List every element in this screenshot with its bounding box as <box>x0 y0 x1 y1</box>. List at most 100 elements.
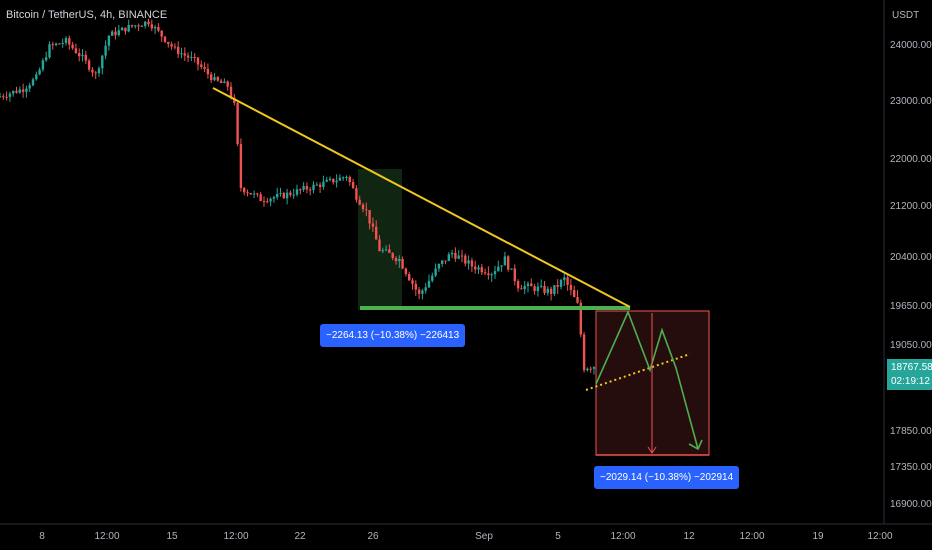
candle-body <box>15 90 18 93</box>
candle-body <box>427 280 431 288</box>
candle-body <box>480 267 483 273</box>
candle-body <box>0 96 2 98</box>
candle-body <box>84 54 87 61</box>
candle-body <box>454 252 457 259</box>
y-tick-label: 21200.00 <box>890 201 932 212</box>
candle-body <box>117 30 120 36</box>
candle-body <box>74 48 78 54</box>
candle-body <box>460 255 464 257</box>
y-tick-label: 23000.00 <box>890 96 932 107</box>
candle-body <box>259 194 262 202</box>
candle-body <box>487 273 490 276</box>
x-tick-label: 26 <box>367 531 379 542</box>
candle-body <box>137 25 140 27</box>
candle-body <box>173 46 177 48</box>
bar-countdown: 02:19:12 <box>887 373 932 390</box>
candle-body <box>54 43 58 45</box>
candle-body <box>520 288 523 290</box>
measure-label-right: −2029.14 (−10.38%) −202914 <box>594 466 740 489</box>
candle-body <box>186 55 190 58</box>
candle-body <box>328 178 332 180</box>
candle-body <box>51 44 54 46</box>
x-tick-label: 12:00 <box>867 531 892 542</box>
candle-body <box>97 68 101 74</box>
candle-body <box>332 178 335 183</box>
candle-body <box>167 41 170 44</box>
candle-body <box>497 266 500 272</box>
candle-body <box>216 77 219 81</box>
x-tick-label: 8 <box>39 531 45 542</box>
candle-body <box>375 226 378 240</box>
x-tick-label: 15 <box>166 531 178 542</box>
y-tick-label: 19050.00 <box>890 340 932 351</box>
candle-body <box>58 43 61 45</box>
candle-body <box>153 26 157 29</box>
x-tick-label: 12:00 <box>223 531 248 542</box>
candle-body <box>398 259 401 262</box>
candle-body <box>285 192 289 199</box>
x-tick-label: 5 <box>555 531 561 542</box>
candle-body <box>282 193 285 199</box>
candle-body <box>104 45 107 56</box>
currency-unit: USDT <box>892 10 920 21</box>
candle-body <box>361 204 365 210</box>
candle-body <box>431 275 434 281</box>
candle-body <box>421 290 424 294</box>
candle-body <box>358 199 361 205</box>
candle-body <box>576 297 579 303</box>
candle-body <box>533 286 536 292</box>
candle-body <box>91 69 94 73</box>
candle-body <box>78 53 81 57</box>
candle-body <box>190 57 193 59</box>
target-arrowhead <box>647 446 657 454</box>
candle-body <box>474 266 477 270</box>
candle-body <box>549 288 553 294</box>
candle-body <box>318 184 322 187</box>
candle-body <box>28 85 31 89</box>
candle-body <box>183 53 186 56</box>
candle-body <box>279 193 282 195</box>
candle-body <box>401 259 404 269</box>
candle-body <box>134 25 137 27</box>
candle-body <box>272 197 276 199</box>
candle-body <box>81 54 84 57</box>
projection-arrowhead <box>688 439 703 451</box>
descending-trendline <box>212 87 631 308</box>
candle-body <box>559 280 563 287</box>
measure-label-left: −2264.13 (−10.38%) −226413 <box>320 324 466 347</box>
candle-body <box>417 289 421 294</box>
candle-body <box>302 186 305 190</box>
candle-body <box>180 53 183 55</box>
candle-body <box>513 268 516 282</box>
candle-body <box>239 144 243 188</box>
candle-body <box>5 96 8 98</box>
candle-body <box>408 274 411 281</box>
x-tick-label: 19 <box>812 531 824 542</box>
candle-body <box>444 260 447 262</box>
candle-body <box>157 26 160 31</box>
candle-body <box>236 102 239 145</box>
y-tick-label: 17850.00 <box>890 426 932 437</box>
candle-body <box>467 260 470 264</box>
candle-body <box>177 46 180 55</box>
candle-body <box>579 302 582 335</box>
candle-body <box>546 288 549 293</box>
candle-body <box>68 38 71 45</box>
candle-body <box>38 69 41 75</box>
candle-body <box>144 21 147 26</box>
candle-body <box>507 256 510 270</box>
candle-body <box>160 30 163 37</box>
candle-body <box>391 253 394 258</box>
candle-body <box>210 74 213 81</box>
candle-body <box>114 31 117 36</box>
candle-body <box>540 285 543 287</box>
candle-body <box>276 193 279 198</box>
candle-body <box>2 96 5 98</box>
candle-body <box>266 201 269 203</box>
candle-body <box>470 260 474 267</box>
candle-body <box>543 285 546 293</box>
candle-body <box>315 184 318 186</box>
y-tick-label: 19650.00 <box>890 301 932 312</box>
last-price-tag: 18767.58 <box>887 359 932 376</box>
